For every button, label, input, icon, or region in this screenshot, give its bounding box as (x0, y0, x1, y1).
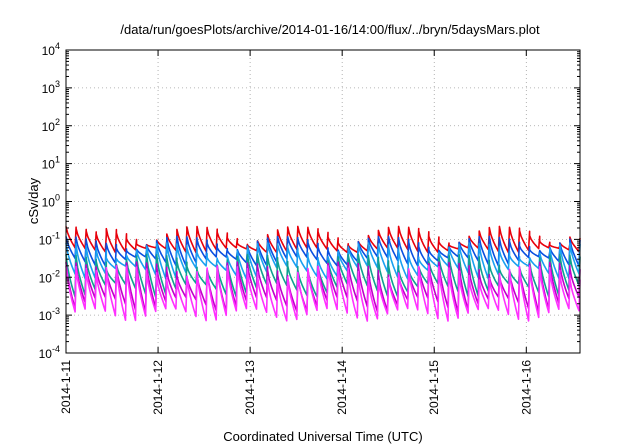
y-axis-label: cSv/day (26, 177, 41, 224)
series-line (65, 265, 581, 322)
x-tick-label: 2014-1-13 (243, 360, 257, 415)
x-tick-label: 2014-1-14 (335, 360, 349, 415)
y-tick-label: 10-2 (39, 268, 60, 285)
y-tick-label: 102 (42, 117, 60, 134)
series-line (65, 253, 581, 298)
y-tick-label: 104 (42, 41, 60, 58)
chart-title: /data/run/goesPlots/archive/2014-01-16/1… (120, 22, 540, 37)
x-tick-label: 2014-1-15 (427, 360, 441, 415)
y-tick-label: 101 (42, 155, 60, 172)
series-group (65, 225, 581, 322)
y-tick-label: 10-3 (39, 306, 60, 323)
x-tick-label: 2014-1-11 (59, 360, 73, 414)
x-tick-label: 2014-1-12 (151, 360, 165, 415)
y-axis: 10-4 10-3 10-2 10-1 100 101 102 103 104 (39, 41, 580, 361)
y-tick-label: 103 (42, 79, 60, 96)
series-line (65, 225, 581, 254)
x-tick-label: 2014-1-16 (519, 360, 533, 415)
series-line (65, 235, 581, 267)
series-line (65, 242, 581, 280)
series-line (65, 261, 581, 313)
x-axis: 2014-1-11 2014-1-12 2014-1-13 2014-1-14 2014… (59, 50, 533, 415)
x-axis-label: Coordinated Universal Time (UTC) (223, 429, 422, 444)
y-tick-label: 10-4 (39, 344, 60, 361)
y-tick-label: 100 (42, 193, 60, 210)
y-tick-label: 10-1 (39, 230, 60, 247)
